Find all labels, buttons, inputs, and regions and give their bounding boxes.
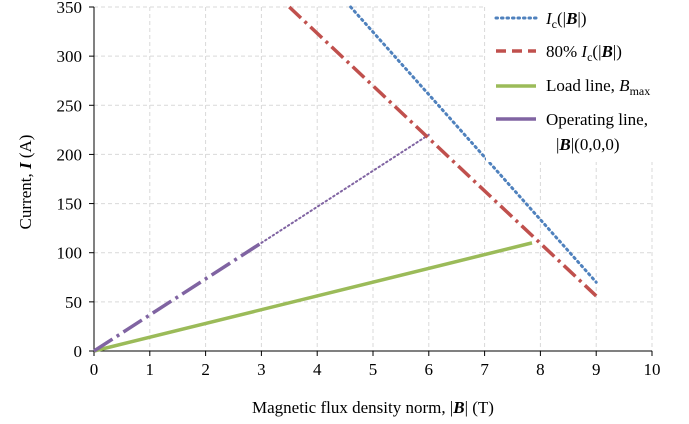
x-axis-title: Magnetic flux density norm, |B| (T) xyxy=(252,398,494,417)
tick-labels: 0 50 100 150 200 250 300 350 0 1 2 3 4 5 6 7 8 9 10 xyxy=(57,0,661,379)
y-tick-label: 200 xyxy=(57,145,83,164)
x-tick-label: 9 xyxy=(592,360,601,379)
legend-background xyxy=(486,0,656,162)
x-tick-label: 8 xyxy=(536,360,545,379)
x-tick-label: 0 xyxy=(90,360,99,379)
series-operating-line xyxy=(93,241,263,353)
x-tick-label: 6 xyxy=(425,360,434,379)
legend-label-ic: Ic(|B|) xyxy=(545,9,587,31)
legend-label-operating: Operating line, xyxy=(546,110,648,129)
series-operating-extension xyxy=(260,133,430,244)
y-tick-label: 0 xyxy=(74,342,83,361)
series-ic-line xyxy=(349,5,598,284)
series-ic80-line xyxy=(288,5,598,298)
x-tick-label: 1 xyxy=(146,360,155,379)
legend-label-operating-line2: |B|(0,0,0) xyxy=(556,135,619,154)
legend-label-load: Load line, Bmax xyxy=(546,76,650,98)
x-tick-label: 4 xyxy=(313,360,322,379)
x-tick-label: 7 xyxy=(480,360,489,379)
y-tick-label: 300 xyxy=(57,47,83,66)
axes xyxy=(89,6,653,356)
x-tick-label: 5 xyxy=(369,360,378,379)
y-tick-label: 50 xyxy=(65,293,82,312)
y-tick-label: 250 xyxy=(57,96,83,115)
legend: Ic(|B|) 80% Ic(|B|) Load line, Bmax Oper… xyxy=(486,0,656,162)
series-load-line xyxy=(93,241,533,353)
x-tick-label: 10 xyxy=(644,360,661,379)
legend-label-ic80: 80% Ic(|B|) xyxy=(546,42,622,64)
series-group xyxy=(93,5,598,353)
y-axis-title: Current, I (A) xyxy=(16,135,35,230)
y-tick-label: 150 xyxy=(57,195,83,214)
y-tick-label: 350 xyxy=(57,0,83,17)
x-tick-label: 2 xyxy=(201,360,210,379)
y-tick-label: 100 xyxy=(57,244,83,263)
x-tick-label: 3 xyxy=(257,360,266,379)
